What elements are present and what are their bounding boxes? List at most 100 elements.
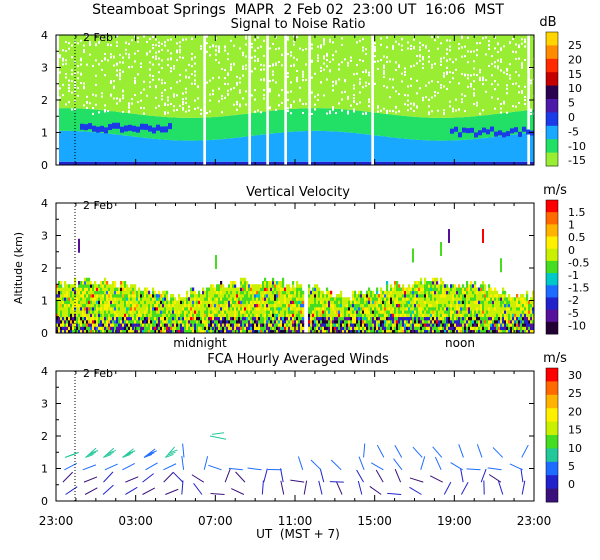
- vv-cell: [190, 320, 193, 324]
- vv-cell: [182, 329, 185, 333]
- snr-cell: [497, 136, 501, 162]
- vv-cell: [260, 307, 263, 311]
- snr-noise: [269, 47, 271, 50]
- vv-cell: [402, 284, 405, 288]
- snr-cell: [362, 133, 366, 162]
- snr-noise: [155, 85, 157, 88]
- vv-cell: [190, 316, 193, 321]
- vv-cell: [344, 323, 347, 327]
- vv-cell: [256, 323, 259, 327]
- vv-cell: [98, 313, 101, 318]
- vv-cell: [272, 307, 275, 311]
- vv-cell: [322, 329, 325, 333]
- vv-cell: [314, 300, 317, 305]
- vv-cell: [444, 326, 447, 331]
- vv-cell: [72, 316, 75, 321]
- vv-cell: [170, 326, 173, 331]
- vv-cell: [412, 329, 415, 333]
- vv-cell: [372, 300, 375, 305]
- snr-noise: [218, 47, 220, 50]
- snr-noise: [293, 64, 295, 67]
- vv-cell: [472, 303, 475, 308]
- snr-noise: [107, 44, 109, 47]
- vv-cell: [310, 326, 313, 331]
- vv-cell: [230, 290, 233, 295]
- vv-cell: [484, 329, 487, 333]
- snr-cell: [101, 161, 105, 165]
- vv-cell: [246, 297, 249, 301]
- vv-cell: [354, 303, 357, 308]
- vv-cell: [324, 323, 327, 327]
- snr-cell: [503, 161, 507, 165]
- snr-cell: [302, 131, 306, 162]
- vv-cell: [382, 323, 385, 327]
- snr-cell: [317, 161, 321, 165]
- vv-cell: [102, 323, 105, 327]
- vv-cell: [350, 323, 353, 327]
- vv-cell: [222, 300, 225, 305]
- snr-cell: [95, 132, 99, 162]
- vv-cell: [156, 313, 159, 318]
- vv-cell: [438, 313, 441, 318]
- vv-cell: [66, 329, 69, 333]
- snr-noise: [326, 54, 328, 57]
- vv-cell: [372, 323, 375, 327]
- snr-noise: [311, 60, 313, 63]
- snr-noise: [449, 81, 451, 84]
- vv-cell: [454, 294, 457, 298]
- vv-cell: [332, 307, 335, 311]
- vv-cell: [472, 329, 475, 333]
- vv-cell: [146, 297, 149, 301]
- vv-cell: [322, 310, 325, 314]
- vv-cell: [220, 316, 223, 321]
- snr-noise: [302, 79, 304, 82]
- vv-cell: [486, 290, 489, 295]
- snr-cell: [131, 113, 135, 137]
- vv-cell: [178, 303, 181, 308]
- snr-noise: [59, 71, 61, 74]
- vv-cell: [434, 284, 437, 288]
- vv-cell: [78, 281, 81, 285]
- vv-cell: [214, 310, 217, 314]
- vv-cell: [444, 320, 447, 324]
- snr-cell: [491, 137, 495, 162]
- vv-cell: [290, 300, 293, 305]
- snr-cell: [191, 140, 195, 162]
- snr-noise: [434, 94, 436, 97]
- vv-cell: [300, 287, 303, 292]
- snr-noise: [455, 68, 457, 71]
- vv-cell: [82, 300, 85, 305]
- snr-cell: [122, 112, 126, 136]
- vv-cell: [94, 287, 97, 292]
- vv-cell: [174, 323, 177, 327]
- snr-noise: [494, 88, 496, 91]
- vv-cell: [104, 326, 107, 331]
- vv-cell: [414, 287, 417, 292]
- vv-cell: [396, 281, 399, 285]
- vv-cell: [120, 287, 123, 292]
- vv-cell: [126, 300, 129, 305]
- vv-cell: [282, 329, 285, 333]
- vv-cell: [160, 300, 163, 305]
- snr-noise: [164, 41, 166, 44]
- vv-cell: [288, 326, 291, 331]
- snr-cell: [443, 117, 447, 141]
- vv-cell: [212, 300, 215, 305]
- snr-noise: [224, 69, 226, 72]
- vv-cell: [182, 313, 185, 318]
- vv-cell: [378, 329, 381, 333]
- vv-cell: [406, 310, 409, 314]
- vv-cell: [190, 294, 193, 298]
- vv-cell: [478, 303, 481, 308]
- snr-noise: [431, 80, 433, 83]
- snr-noise: [131, 98, 133, 101]
- vv-cell: [204, 326, 207, 331]
- vv-cell: [190, 300, 193, 305]
- vv-cell: [170, 307, 173, 311]
- snr-noise: [398, 64, 400, 67]
- vv-cell: [500, 310, 503, 314]
- vv-cell: [272, 284, 275, 288]
- vv-cell: [432, 284, 435, 288]
- vv-cell: [530, 307, 533, 311]
- vv-cell: [430, 290, 433, 295]
